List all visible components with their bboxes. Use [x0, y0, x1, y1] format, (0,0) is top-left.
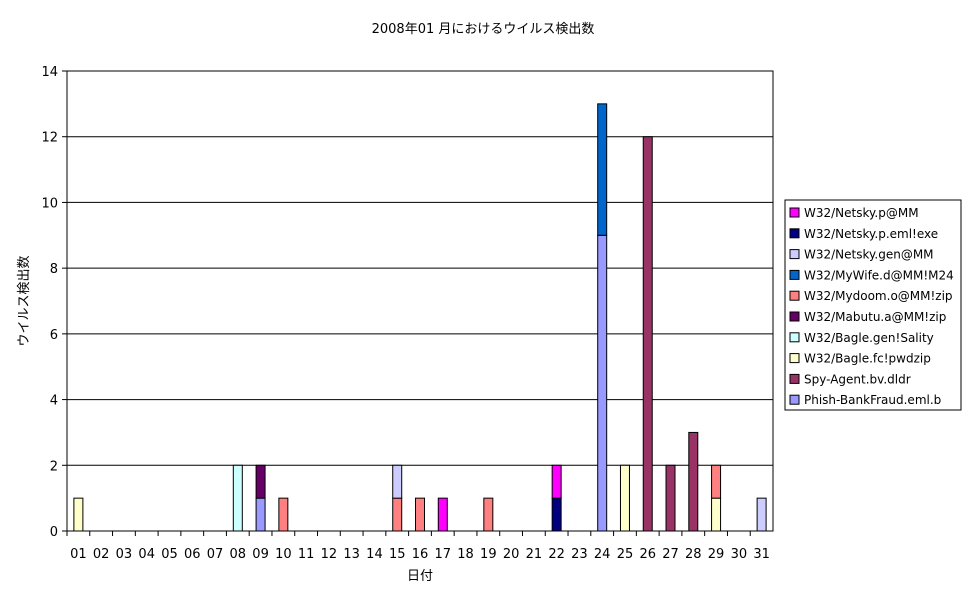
x-tick-label: 27 — [662, 547, 679, 562]
y-tick-label: 6 — [50, 328, 58, 343]
bar-segment — [278, 497, 289, 532]
x-tick-label: 23 — [571, 547, 588, 562]
x-tick-label: 30 — [731, 547, 748, 562]
x-tick-label: 04 — [138, 547, 155, 562]
legend-entry: W32/MyWife.d@MM!M24 — [804, 268, 954, 282]
legend-swatch — [789, 311, 800, 322]
legend-entry: W32/Mydoom.o@MM!zip — [804, 289, 953, 303]
x-tick-label: 19 — [480, 547, 497, 562]
x-tick-label: 17 — [435, 547, 452, 562]
x-tick-label: 11 — [298, 547, 315, 562]
legend: W32/Netsky.p@MM W32/Netsky.p.eml!exe W32/N… — [784, 199, 962, 411]
bar-segment — [711, 464, 722, 499]
bar-segment — [437, 497, 448, 532]
x-tick-label: 05 — [161, 547, 178, 562]
bar-segment — [642, 136, 653, 532]
x-tick-label: 16 — [412, 547, 429, 562]
bar-segment — [688, 431, 699, 532]
legend-swatch — [789, 373, 800, 384]
legend-swatch — [789, 332, 800, 343]
bar-segment — [483, 497, 494, 532]
x-tick-label: 28 — [685, 547, 702, 562]
y-tick-label: 12 — [41, 131, 58, 146]
x-tick-label: 12 — [321, 547, 338, 562]
bar-segment — [619, 464, 630, 532]
x-tick-label: 02 — [93, 547, 110, 562]
x-tick-label: 14 — [366, 547, 383, 562]
legend-entry: W32/Bagle.fc!pwdzip — [804, 352, 931, 366]
y-tick-label: 8 — [50, 262, 58, 277]
x-axis-label: 日付 — [407, 569, 433, 584]
bar-segment — [551, 497, 562, 532]
chart-title: 2008年01 月におけるウイルス検出数 — [372, 22, 595, 37]
legend-entry: W32/Mabutu.a@MM!zip — [804, 310, 946, 324]
bar-segment — [255, 464, 266, 499]
legend-entry: W32/Netsky.gen@MM — [804, 248, 934, 262]
legend-entry: Spy-Agent.bv.dldr — [804, 372, 911, 386]
bar-segment — [415, 497, 425, 532]
bar-segment — [232, 464, 243, 532]
bar-segment — [711, 497, 722, 532]
legend-swatch — [789, 269, 800, 280]
x-tick-label: 06 — [184, 547, 201, 562]
x-tick-label: 25 — [617, 547, 634, 562]
x-tick-label: 10 — [275, 547, 292, 562]
legend-entry: W32/Bagle.gen!Sality — [804, 331, 934, 345]
x-tick-label: 29 — [708, 547, 725, 562]
legend-swatch — [789, 394, 800, 405]
x-tick-label: 09 — [252, 547, 269, 562]
bar-segment — [392, 497, 403, 532]
x-tick-label: 21 — [526, 547, 543, 562]
x-tick-label: 08 — [230, 547, 247, 562]
bar-segment — [392, 464, 403, 499]
y-axis-label: ウイルス検出数 — [17, 255, 32, 346]
x-tick-label: 01 — [70, 547, 87, 562]
legend-swatch — [789, 290, 800, 301]
x-tick-label: 15 — [389, 547, 406, 562]
x-axis: 01 02 03 04 05 06 07 08 09 10 11 12 13 14 15 16 17 18 19 20… — [66, 531, 770, 562]
x-tick-label: 24 — [594, 547, 611, 562]
legend-entry: W32/Netsky.p.eml!exe — [804, 227, 938, 241]
gridlines — [67, 136, 773, 466]
y-tick-label: 14 — [41, 65, 58, 80]
legend-entry: W32/Netsky.p@MM — [804, 206, 919, 220]
y-axis: 0 2 4 6 8 10 12 14 — [41, 65, 67, 540]
x-tick-label: 07 — [207, 547, 224, 562]
bar-segment — [597, 103, 608, 236]
x-tick-label: 20 — [503, 547, 520, 562]
plot-area — [66, 70, 774, 532]
y-tick-label: 10 — [41, 196, 58, 211]
x-tick-label: 03 — [116, 547, 133, 562]
y-tick-label: 4 — [50, 394, 58, 409]
bar-segment — [756, 497, 767, 532]
legend-swatch — [789, 207, 800, 218]
legend-entry: Phish-BankFraud.eml.b — [804, 393, 941, 407]
x-tick-label: 31 — [753, 547, 770, 562]
y-tick-label: 2 — [50, 459, 58, 474]
legend-swatch — [789, 249, 800, 260]
x-tick-label: 13 — [343, 547, 360, 562]
bar-segment — [597, 234, 608, 532]
legend-box — [784, 199, 962, 411]
legend-swatch — [789, 353, 800, 364]
bar-segment — [73, 497, 84, 532]
y-tick-label: 0 — [50, 525, 58, 540]
bars — [73, 103, 767, 532]
bar-segment — [665, 464, 676, 532]
x-tick-label: 22 — [548, 547, 565, 562]
bar-segment — [255, 497, 266, 532]
x-tick-label: 18 — [457, 547, 474, 562]
legend-swatch — [789, 228, 800, 239]
x-tick-label: 26 — [639, 547, 656, 562]
bar-segment — [551, 464, 562, 499]
